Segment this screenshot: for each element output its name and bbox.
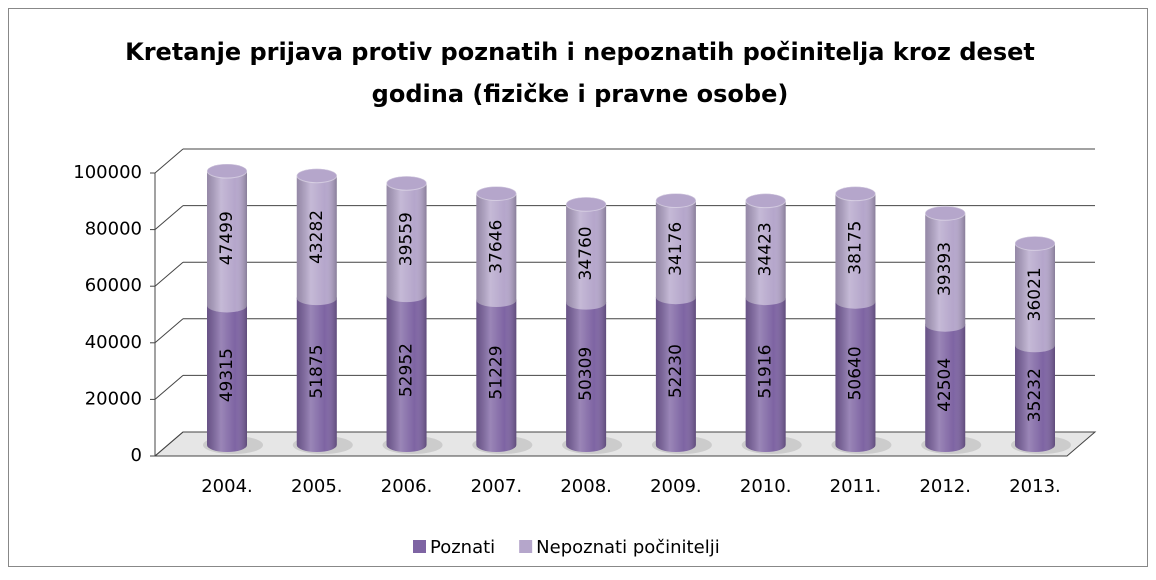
data-label: 37646 [486,220,506,274]
bar-shading [566,295,607,452]
data-label: 34176 [666,222,686,276]
data-label: 50309 [576,347,596,401]
bar-shading [655,193,696,305]
data-label: 47499 [217,211,237,265]
grid-line [154,205,184,230]
bar-shading [207,164,247,313]
bar-shading [745,291,786,452]
bar-shading [476,186,517,308]
bar-shading [476,293,517,452]
legend-label: Nepoznati počinitelji [536,537,720,558]
data-label: 52952 [397,343,417,397]
bar-shading [1015,236,1055,353]
bar-cap [1014,235,1056,251]
data-label: 51875 [307,345,327,399]
grid-line [154,261,184,287]
data-label: 34760 [576,226,596,280]
bar-shading [835,294,876,452]
x-tick-label: 2012. [919,476,971,497]
bar-cap [386,175,428,191]
chart-title: Kretanje prijava protiv poznatih i nepoz… [125,38,1035,66]
bar-shading [566,197,607,310]
x-tick-label: 2009. [650,476,702,497]
bar-cap [296,168,338,184]
bar-cap [924,205,966,221]
bar-shading [925,206,966,332]
plot: 0 20000 40000 60000 80000 100000 2004. 49315 474… [73,148,1097,558]
x-tick-label: 2010. [740,476,792,497]
bar-shading [296,168,337,306]
y-tick-label: 40000 [85,332,142,353]
bar-cap [745,193,787,209]
data-label: 49315 [217,348,237,402]
x-tick-label: 2005. [291,476,343,497]
bar-cap [655,192,697,208]
bar-shading [207,298,247,452]
bar-shading [655,290,696,452]
data-label: 38175 [845,221,865,275]
data-label: 39393 [935,242,955,296]
x-tick-label: 2006. [381,476,433,497]
bar-shading [386,288,427,452]
bar-shading [386,176,427,303]
bar-cap [834,186,876,202]
grid-line [154,431,184,457]
x-tick-label: 2008. [560,476,612,497]
y-tick-label: 20000 [85,388,142,409]
data-label: 34423 [756,222,776,276]
legend-swatch [519,540,533,553]
x-tick-label: 2004. [201,476,253,497]
bar-cap [206,163,248,179]
bar-shading [835,186,876,309]
data-label: 35232 [1025,368,1045,422]
data-label: 39559 [397,212,417,266]
chart-title: godina (fizičke i pravne osobe) [372,80,789,108]
y-tick-label: 100000 [73,162,142,183]
data-label: 43282 [307,210,327,264]
x-tick-label: 2011. [830,476,882,497]
bar-shading [745,193,786,306]
x-tick-label: 2013. [1009,476,1061,497]
data-label: 36021 [1025,267,1045,321]
y-tick-label: 0 [131,445,142,466]
y-tick-label: 60000 [85,275,142,296]
y-tick-label: 80000 [85,219,142,240]
data-label: 50640 [845,346,865,400]
grid-line [154,375,184,400]
data-label: 52230 [666,344,686,398]
x-tick-label: 2007. [471,476,523,497]
bar-cap [565,196,607,212]
data-label: 51916 [756,344,776,398]
bar-shading [925,317,966,452]
data-label: 42504 [935,358,955,412]
grid-line [154,148,184,174]
legend-label: Poznati [430,537,495,558]
bar-cap [475,185,517,201]
bar-shading [296,291,337,452]
grid-line [154,318,184,344]
bar-shading [1015,338,1055,452]
legend-swatch [413,540,426,553]
data-label: 51229 [486,345,506,399]
